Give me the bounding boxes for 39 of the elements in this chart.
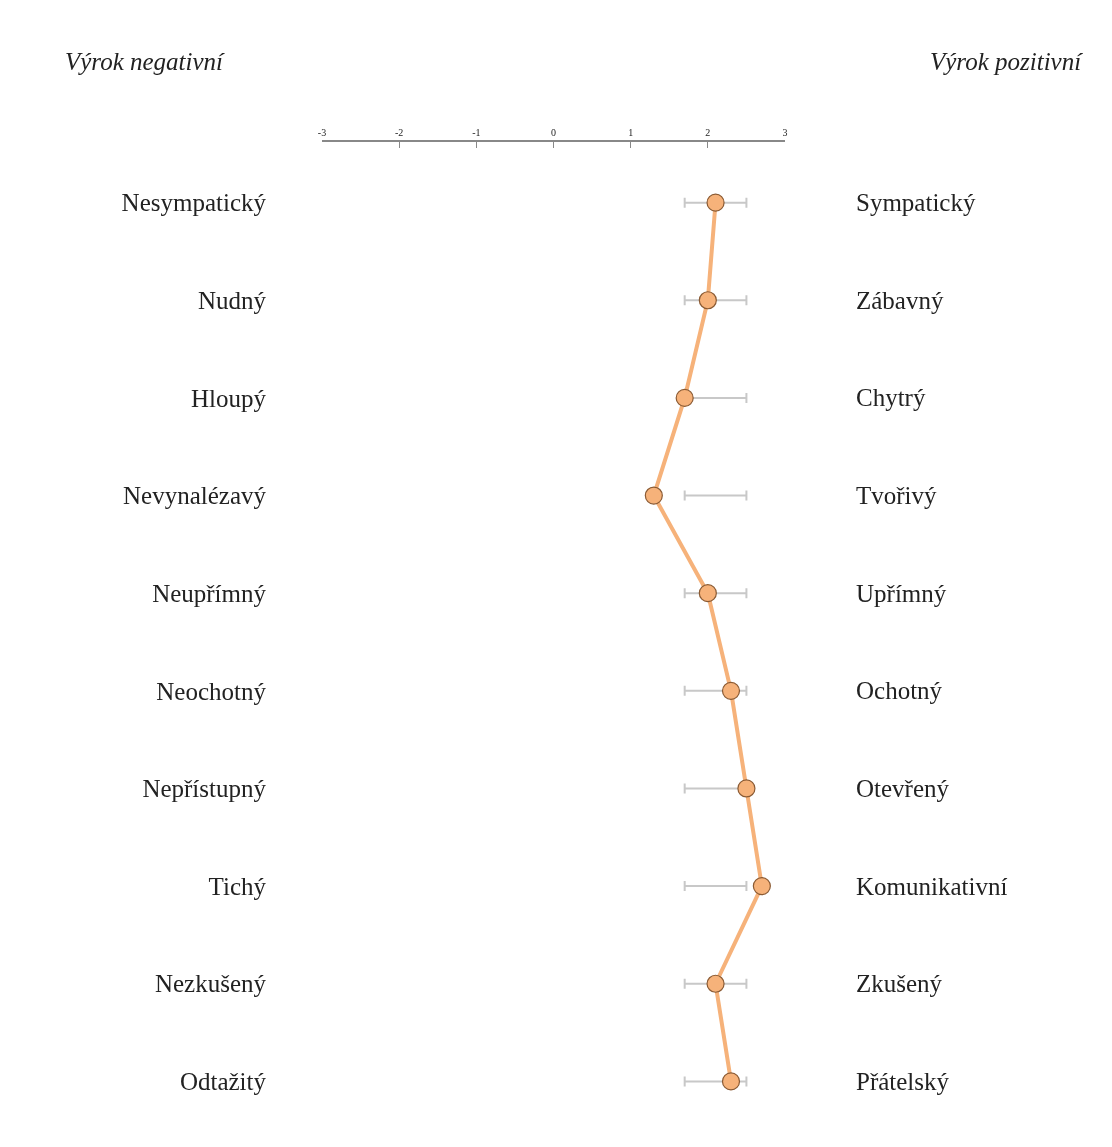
text: Chytrý [856, 384, 926, 411]
y-tick-label: Nudný [197, 287, 267, 315]
point [698, 291, 717, 310]
x-tick-label: -2 [395, 127, 404, 138]
y-tick-label: Tichý [208, 872, 267, 900]
y-tick-label: Nesympatický [121, 189, 267, 217]
y-tick-label: Nepřístupný [142, 775, 267, 803]
text: Otevřený [856, 775, 950, 802]
text: Sympatický [856, 189, 976, 216]
text: Výrok pozitivní [930, 48, 1084, 75]
point [721, 1072, 741, 1091]
text: Zábavný [856, 287, 944, 314]
point [721, 681, 741, 700]
text: Ochotný [856, 677, 943, 704]
x-tick-label: -3 [317, 127, 327, 138]
text: Tvořivý [856, 482, 938, 509]
x-tick-label: -1 [472, 127, 481, 138]
y-tick-label: Nevynalézavý [123, 482, 267, 510]
y-axis-title: Výrok negativní [65, 48, 226, 75]
x-tick-label: 0 [551, 127, 556, 138]
point [706, 193, 725, 212]
y-tick-label: Neochotný [156, 677, 267, 705]
text: Komunikativní [856, 873, 1008, 900]
point [675, 388, 694, 407]
text: Zkušený [856, 970, 943, 997]
point [644, 486, 663, 505]
point [752, 877, 771, 896]
point [706, 974, 725, 993]
x-tick-label: 1 [628, 127, 634, 138]
y-tick-label: Nezkušený [154, 970, 267, 998]
y-tick-label: Hloupý [191, 384, 267, 412]
x-tick-label: 3 [782, 127, 788, 138]
point [737, 779, 756, 798]
text: Přátelský [856, 1068, 950, 1095]
y-tick-label: Odtažitý [179, 1068, 267, 1096]
x-tick-label: 2 [705, 127, 711, 138]
point [698, 584, 717, 603]
y-tick-label: Neupřímný [152, 579, 267, 607]
text: Upřímný [856, 580, 947, 607]
